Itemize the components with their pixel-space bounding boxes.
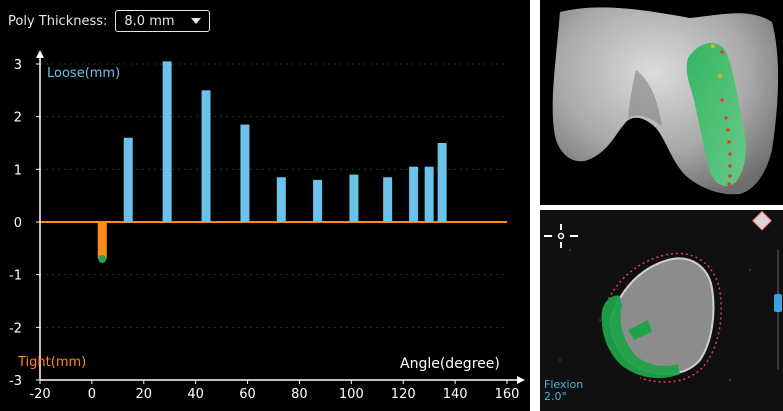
chevron-down-icon bbox=[191, 18, 202, 24]
x-tick-label: 120 bbox=[391, 387, 416, 402]
ticks-layer: 3 2 1 0 -1 -2 -3 -20 0 20 40 60 80 100 120 140 160 bbox=[9, 58, 519, 402]
x-tick-label: 140 bbox=[443, 387, 468, 402]
tight-legend-label: Tight(mm) bbox=[17, 355, 86, 370]
x-tick-label: 20 bbox=[136, 387, 153, 402]
loose-bar bbox=[313, 179, 323, 222]
implant-peg bbox=[628, 320, 652, 340]
poly-thickness-select[interactable]: 8.0 mm bbox=[115, 10, 211, 32]
flexion-label: Flexion bbox=[544, 378, 584, 391]
axes-layer bbox=[36, 50, 525, 384]
gap-balance-chart: 3 2 1 0 -1 -2 -3 -20 0 20 40 60 80 100 120 140 160 Loose… bbox=[9, 50, 525, 402]
loose-bar bbox=[424, 166, 434, 222]
gap-balance-panel: 3 2 1 0 -1 -2 -3 -20 0 20 40 60 80 100 120 140 160 Loose… bbox=[0, 0, 530, 411]
loose-bar bbox=[240, 124, 250, 222]
y-tick-label: 1 bbox=[14, 163, 22, 178]
femoral-implant-overlay bbox=[686, 42, 746, 187]
y-tick-label: 0 bbox=[14, 216, 22, 231]
implant-marker-dot bbox=[711, 44, 715, 48]
x-tick-label: 40 bbox=[187, 387, 204, 402]
y-tick-label: 2 bbox=[14, 111, 22, 126]
loose-legend-label: Loose(mm) bbox=[47, 66, 120, 81]
x-axis-label: Angle(degree) bbox=[400, 356, 500, 372]
implant-marker-dot bbox=[727, 140, 731, 144]
implant-marker-dot bbox=[726, 128, 730, 132]
poly-thickness-label: Poly Thickness: bbox=[8, 13, 108, 29]
implant-marker-dot bbox=[727, 182, 731, 186]
flexion-value: 2.0° bbox=[544, 390, 567, 403]
femur-bone bbox=[552, 7, 779, 195]
loose-bar bbox=[201, 90, 211, 222]
implant-marker-dot bbox=[718, 74, 722, 78]
implant-marker-dot bbox=[720, 50, 724, 54]
x-tick-label: 80 bbox=[291, 387, 308, 402]
implant-marker-dot bbox=[728, 164, 732, 168]
femur-3d-render bbox=[552, 7, 779, 195]
loose-bar bbox=[276, 177, 286, 222]
y-tick-label: -2 bbox=[9, 321, 22, 336]
implant-marker-dot bbox=[724, 116, 728, 120]
x-tick-label: 160 bbox=[495, 387, 520, 402]
loose-bar bbox=[162, 61, 172, 222]
implant-cross-section bbox=[601, 295, 680, 379]
x-tick-label: 60 bbox=[239, 387, 256, 402]
slice-slider[interactable] bbox=[774, 250, 782, 370]
ct-noise bbox=[559, 249, 751, 381]
loose-bar bbox=[409, 166, 419, 222]
femur-notch-shadow bbox=[628, 70, 662, 126]
right-panel: Flexion 2.0° bbox=[540, 0, 783, 411]
loose-bar bbox=[437, 143, 447, 222]
poly-thickness-value: 8.0 mm bbox=[124, 13, 175, 29]
y-tick-label: -1 bbox=[9, 269, 22, 284]
tight-point-marker bbox=[98, 254, 107, 263]
loose-bar bbox=[383, 177, 393, 222]
reset-view-icon[interactable] bbox=[752, 210, 772, 231]
implant-marker-dots bbox=[711, 44, 732, 186]
flexion-readout: Flexion 2.0° bbox=[544, 379, 583, 403]
x-axis-arrow-icon bbox=[517, 376, 525, 384]
y-tick-label: -3 bbox=[9, 374, 22, 389]
ct-slice-view[interactable]: Flexion 2.0° bbox=[540, 210, 783, 411]
x-tick-label: -20 bbox=[29, 387, 50, 402]
implant-marker-dot bbox=[728, 174, 732, 178]
femur-3d-view[interactable] bbox=[540, 0, 783, 205]
ct-slice-render bbox=[540, 210, 783, 411]
implant-marker-dot bbox=[728, 152, 732, 156]
loose-bar bbox=[349, 174, 359, 222]
toolbar: Poly Thickness: 8.0 mm bbox=[8, 8, 211, 34]
y-axis-arrow-icon bbox=[36, 50, 44, 58]
implant-marker-dot bbox=[720, 98, 724, 102]
x-tick-label: 0 bbox=[88, 387, 96, 402]
tight-bar bbox=[97, 222, 107, 259]
ct-crosshair-icon[interactable] bbox=[544, 224, 578, 248]
y-tick-label: 3 bbox=[14, 58, 22, 73]
x-tick-label: 100 bbox=[339, 387, 364, 402]
slice-slider-thumb[interactable] bbox=[774, 294, 782, 312]
loose-bar bbox=[123, 137, 133, 222]
bars-layer bbox=[97, 61, 447, 263]
